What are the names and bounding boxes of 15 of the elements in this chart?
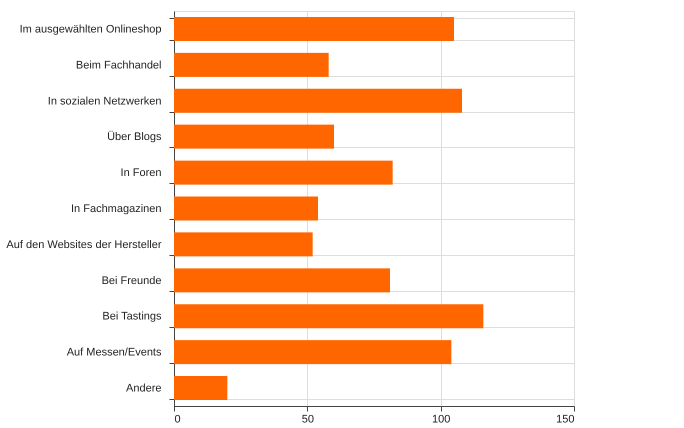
y-tick-label: In Fachmagazinen bbox=[71, 203, 162, 215]
y-tick-label: Auf Messen/Events bbox=[66, 346, 162, 359]
y-tick-label: Auf den Websites der Hersteller bbox=[6, 238, 162, 251]
y-tick-label: Bei Tastings bbox=[102, 310, 162, 323]
y-tick-label: Über Blogs bbox=[107, 130, 162, 144]
x-tick-label: 100 bbox=[432, 414, 450, 426]
y-tick-label: In Foren bbox=[120, 167, 162, 180]
x-tick-label: 50 bbox=[302, 414, 314, 426]
y-tick-label: In sozialen Netzwerken bbox=[48, 95, 162, 108]
y-tick-label: Andere bbox=[126, 382, 162, 395]
y-tick-label: Beim Fachhandel bbox=[76, 59, 162, 72]
y-tick-label: Im ausgewählten Onlineshop bbox=[20, 23, 162, 36]
x-tick-label: 150 bbox=[556, 414, 574, 426]
y-tick-label: Bei Freunde bbox=[102, 274, 162, 287]
x-tick-label: 0 bbox=[174, 414, 181, 426]
